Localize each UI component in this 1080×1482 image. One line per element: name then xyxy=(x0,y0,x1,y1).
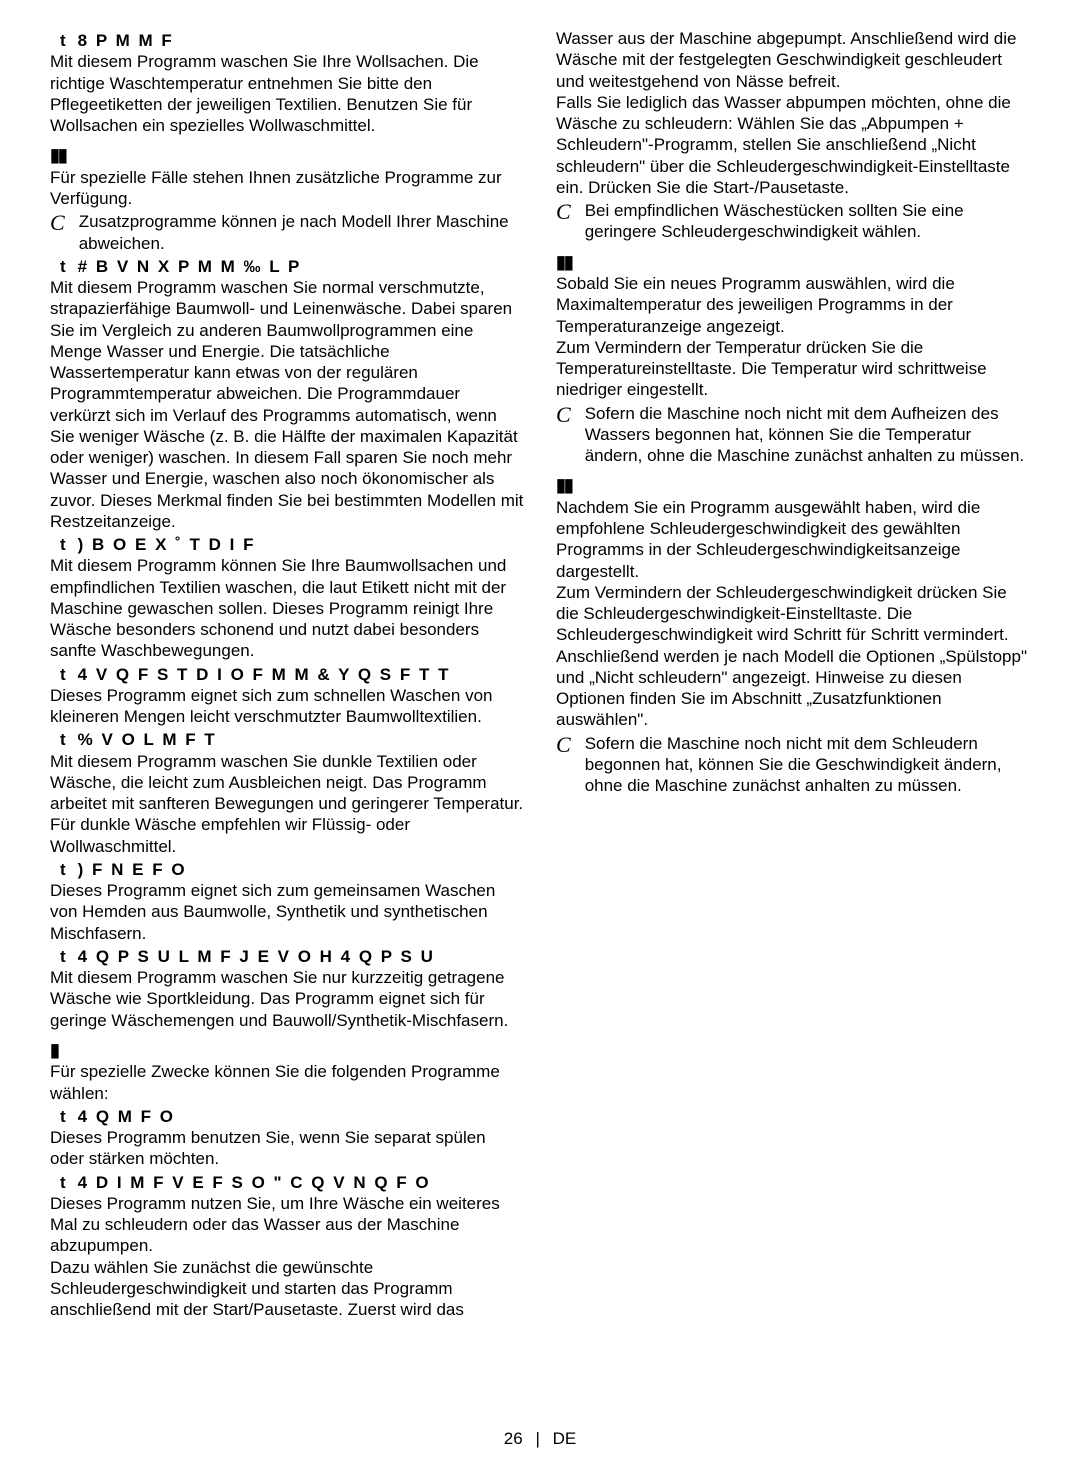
section4-note-body: Sofern die Maschine noch nicht mit dem S… xyxy=(585,733,1030,797)
section3-body1: Sobald Sie ein neues Programm auswählen,… xyxy=(556,273,1030,337)
bullet-icon: t xyxy=(60,1107,68,1126)
section3-note-body: Sofern die Maschine noch nicht mit dem A… xyxy=(585,403,1030,467)
prog-wolle-body: Mit diesem Programm waschen Sie Ihre Wol… xyxy=(50,51,524,136)
bullet-icon: t xyxy=(60,860,68,879)
section3-note: C Sofern die Maschine noch nicht mit dem… xyxy=(556,403,1030,467)
prog-schnell-header: t 4 V Q F S T D I O F M M & Y Q S F T T xyxy=(50,664,524,685)
prog-fnefo-header: t ) F N E F O xyxy=(50,859,524,880)
c-mark-icon: C xyxy=(556,200,571,223)
prog-volmft-header: t % V O L M F T xyxy=(50,729,524,750)
section-marker-1: ▮▮ xyxy=(50,144,524,167)
prog-4dimf-body: Dieses Programm nutzen Sie, um Ihre Wäsc… xyxy=(50,1193,524,1257)
page-columns: t 8 P M M F Mit diesem Programm waschen S… xyxy=(50,28,1030,1408)
bullet-icon: t xyxy=(60,947,68,966)
bullet-icon: t xyxy=(60,665,68,684)
prog-volmft-body: Mit diesem Programm waschen Sie dunkle T… xyxy=(50,751,524,857)
section-marker-2: ▮ xyxy=(50,1039,524,1062)
prog-wolle-header: t 8 P M M F xyxy=(50,30,524,51)
continuation-body1: Wasser aus der Maschine abgepumpt. Ansch… xyxy=(556,28,1030,92)
prog-sport-heading: 4 Q P S U L M F J E V O H 4 Q P S U xyxy=(78,947,435,966)
section2-intro: Für spezielle Zwecke können Sie die folg… xyxy=(50,1061,524,1104)
prog-sport-body: Mit diesem Programm waschen Sie nur kurz… xyxy=(50,967,524,1031)
prog-4dimf-body2: Dazu wählen Sie zunächst die gewünschte … xyxy=(50,1257,524,1321)
bullet-icon: t xyxy=(60,535,68,554)
right-column: Wasser aus der Maschine abgepumpt. Ansch… xyxy=(556,28,1030,1408)
prog-schnell-heading: 4 V Q F S T D I O F M M & Y Q S F T T xyxy=(78,665,451,684)
c-mark-icon: C xyxy=(556,733,571,756)
prog-volmft-heading: % V O L M F T xyxy=(78,730,217,749)
continuation-note-body: Bei empfindlichen Wäschestücken sollten … xyxy=(585,200,1030,243)
section1-note-body: Zusatzprogramme können je nach Modell Ih… xyxy=(79,211,524,254)
bullet-icon: t xyxy=(60,31,68,50)
section4-body2: Zum Vermindern der Schleudergeschwindigk… xyxy=(556,582,1030,731)
section1-note: C Zusatzprogramme können je nach Modell … xyxy=(50,211,524,254)
prog-4dimf-header: t 4 D I M F V E F S O " C Q V N Q F O xyxy=(50,1172,524,1193)
c-mark-icon: C xyxy=(50,211,65,234)
page-footer: 26 | DE xyxy=(50,1428,1030,1449)
prog-hand-header: t ) B O E X ˚ T D I F xyxy=(50,534,524,555)
page-number: 26 xyxy=(504,1429,523,1448)
prog-4qmfo-header: t 4 Q M F O xyxy=(50,1106,524,1127)
prog-baumwoll-body: Mit diesem Programm waschen Sie normal v… xyxy=(50,277,524,532)
footer-lang: DE xyxy=(553,1429,577,1448)
prog-4qmfo-heading: 4 Q M F O xyxy=(78,1107,175,1126)
bullet-icon: t xyxy=(60,1173,68,1192)
prog-hand-body: Mit diesem Programm können Sie Ihre Baum… xyxy=(50,555,524,661)
section4-body1: Nachdem Sie ein Programm ausgewählt habe… xyxy=(556,497,1030,582)
section4-note: C Sofern die Maschine noch nicht mit dem… xyxy=(556,733,1030,797)
continuation-note: C Bei empfindlichen Wäschestücken sollte… xyxy=(556,200,1030,243)
c-mark-icon: C xyxy=(556,403,571,426)
prog-4qmfo-body: Dieses Programm benutzen Sie, wenn Sie s… xyxy=(50,1127,524,1170)
section3-body2: Zum Vermindern der Temperatur drücken Si… xyxy=(556,337,1030,401)
prog-baumwoll-heading: # B V N X P M M ‰ L P xyxy=(78,257,302,276)
prog-schnell-body: Dieses Programm eignet sich zum schnelle… xyxy=(50,685,524,728)
footer-separator: | xyxy=(535,1429,539,1448)
bullet-icon: t xyxy=(60,730,68,749)
prog-wolle-heading: 8 P M M F xyxy=(78,31,174,50)
continuation-body2: Falls Sie lediglich das Wasser abpumpen … xyxy=(556,92,1030,198)
section1-intro: Für spezielle Fälle stehen Ihnen zusätzl… xyxy=(50,167,524,210)
prog-hand-heading: ) B O E X ˚ T D I F xyxy=(78,535,256,554)
bullet-icon: t xyxy=(60,257,68,276)
left-column: t 8 P M M F Mit diesem Programm waschen S… xyxy=(50,28,524,1408)
prog-sport-header: t 4 Q P S U L M F J E V O H 4 Q P S U xyxy=(50,946,524,967)
section-marker-4: ▮▮ xyxy=(556,474,1030,497)
prog-4dimf-heading: 4 D I M F V E F S O " C Q V N Q F O xyxy=(78,1173,431,1192)
prog-baumwoll-header: t # B V N X P M M ‰ L P xyxy=(50,256,524,277)
section-marker-3: ▮▮ xyxy=(556,251,1030,274)
prog-fnefo-body: Dieses Programm eignet sich zum gemeinsa… xyxy=(50,880,524,944)
prog-fnefo-heading: ) F N E F O xyxy=(78,860,187,879)
